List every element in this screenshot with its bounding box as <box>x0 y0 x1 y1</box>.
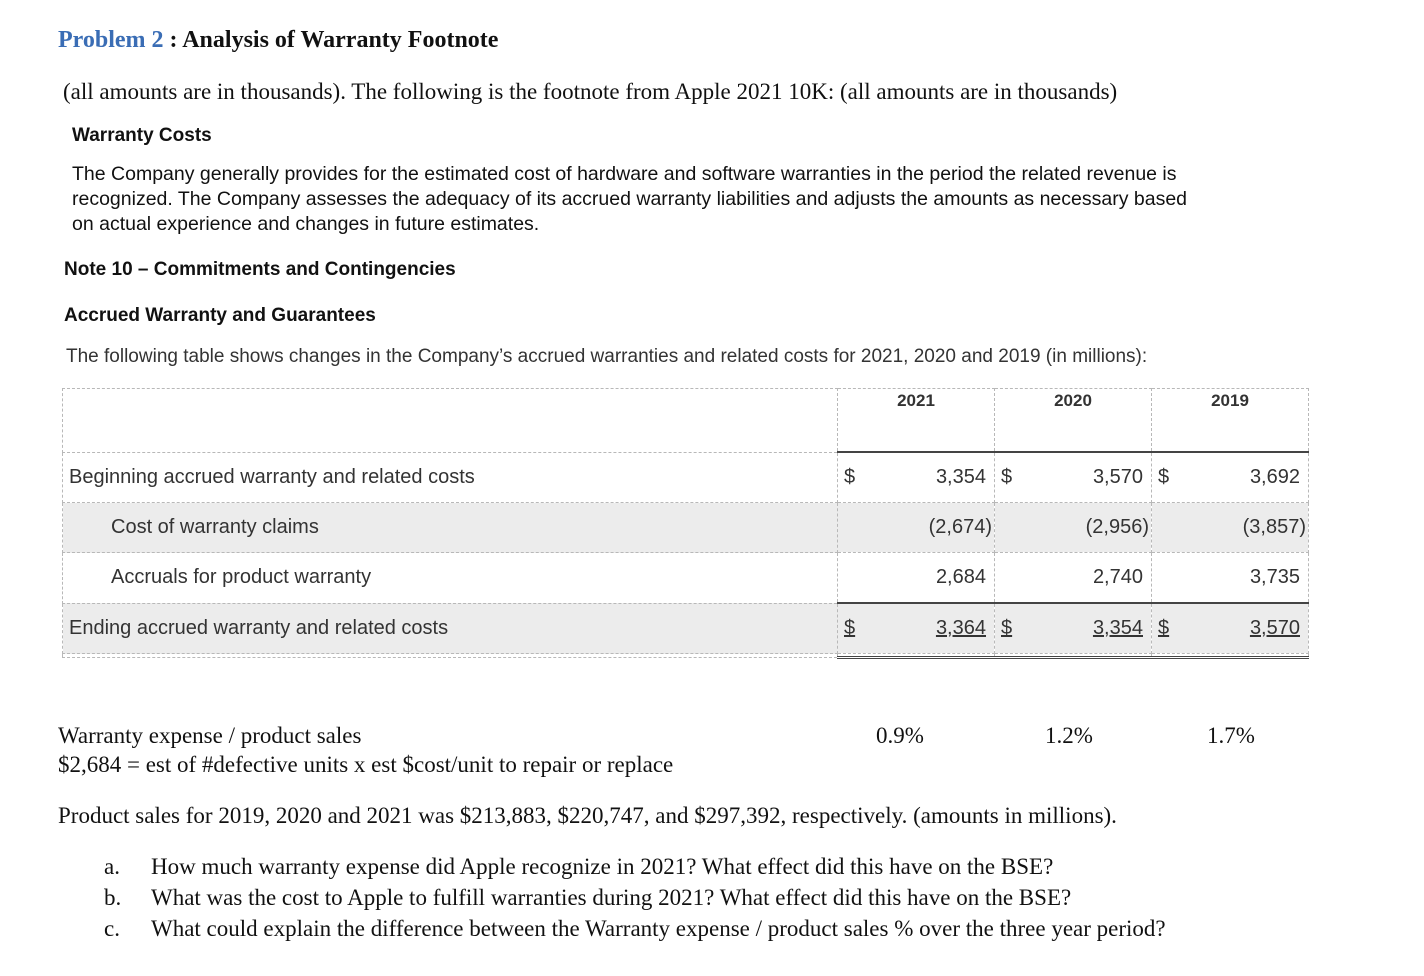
row-label: Ending accrued warranty and related cost… <box>62 602 838 654</box>
cell-value: (2,956) <box>1085 516 1149 538</box>
question-c: What could explain the difference betwee… <box>151 916 1166 941</box>
cell-value: 3,570 <box>1092 466 1143 488</box>
cell-value: 3,354 <box>935 466 986 488</box>
table-header-row: 2021 2020 2019 <box>62 388 1309 453</box>
row-label: Accruals for product warranty <box>62 552 838 604</box>
cell-value: 3,735 <box>1249 566 1300 588</box>
cell-value: (3,857) <box>1242 516 1306 538</box>
ratio-2019: 1.7% <box>1207 723 1255 748</box>
ratio-2020: 1.2% <box>1045 723 1093 748</box>
cell-value: 2,740 <box>1092 566 1143 588</box>
row-label: Beginning accrued warranty and related c… <box>62 451 838 503</box>
table-row: Accruals for product warranty 2,684 2,74… <box>62 552 1309 604</box>
page-title: Problem 2 : Analysis of Warranty Footnot… <box>58 27 499 53</box>
cell-value: 3,692 <box>1249 466 1300 488</box>
cell-value: 3,364 <box>935 617 986 639</box>
row-label: Cost of warranty claims <box>62 502 838 553</box>
warranty-costs-paragraph: The Company generally provides for the e… <box>72 163 1188 235</box>
sales-text: Product sales for 2019, 2020 and 2021 wa… <box>58 803 1117 828</box>
cell-value: 3,570 <box>1249 617 1300 639</box>
cell-value: 3,354 <box>1092 617 1143 639</box>
ratio-2021: 0.9% <box>876 723 924 748</box>
question-b: What was the cost to Apple to fulfill wa… <box>151 885 1072 910</box>
cell-value: 2,684 <box>935 566 986 588</box>
ratio-label: Warranty expense / product sales <box>58 723 362 748</box>
year-header: 2021 <box>837 388 995 453</box>
table-row: Beginning accrued warranty and related c… <box>62 451 1309 503</box>
formula-text: $2,684 = est of #defective units x est $… <box>58 752 674 777</box>
accrued-heading: Accrued Warranty and Guarantees <box>64 305 376 326</box>
intro-text: (all amounts are in thousands). The foll… <box>63 79 1118 104</box>
question-a: How much warranty expense did Apple reco… <box>151 854 1054 879</box>
table-row: Ending accrued warranty and related cost… <box>62 602 1309 654</box>
warranty-table: 2021 2020 2019 Beginning accrued warrant… <box>62 388 1309 659</box>
table-caption: The following table shows changes in the… <box>66 346 1148 367</box>
warranty-costs-heading: Warranty Costs <box>72 125 212 146</box>
year-header: 2019 <box>1151 388 1309 453</box>
note-heading: Note 10 – Commitments and Contingencies <box>64 259 456 280</box>
year-header: 2020 <box>994 388 1152 453</box>
cell-value: (2,674) <box>928 516 992 538</box>
table-row: Cost of warranty claims (2,674) (2,956) … <box>62 502 1309 553</box>
